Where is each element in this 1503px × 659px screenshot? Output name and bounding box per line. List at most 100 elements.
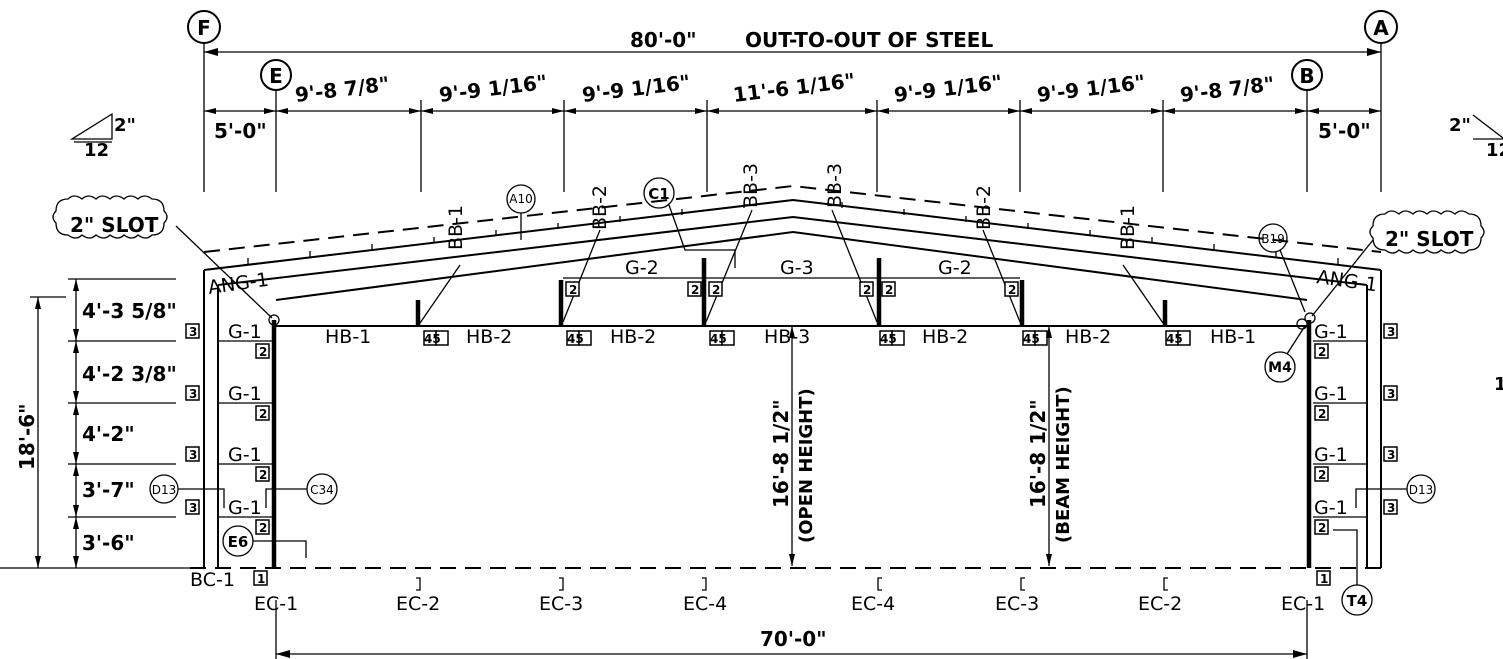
detail-callout-d13-left: D13 [149, 474, 225, 508]
svg-text:A10: A10 [509, 192, 532, 206]
svg-text:A: A [1373, 16, 1389, 40]
svg-text:2": 2" [1449, 115, 1471, 136]
brace-label-2: BB-2 [589, 185, 611, 230]
slope-symbol-left: 2" 12 [69, 112, 136, 161]
svg-text:45: 45 [880, 332, 897, 346]
bottom-dimension: 70'-0" [275, 600, 1308, 659]
grid-bubble-e: E [260, 59, 292, 91]
svg-text:3: 3 [1387, 448, 1395, 462]
bay-dim-1: 9'-8 7/8" [294, 72, 391, 107]
beam-height-dimension: 16'-8 1/2" (BEAM HEIGHT) [1026, 326, 1074, 566]
column-label-5: EC-4 [851, 593, 895, 615]
header-label-4: HB-3 [764, 326, 810, 348]
svg-text:16'-8 1/2": 16'-8 1/2" [1026, 399, 1050, 508]
svg-text:2: 2 [1318, 407, 1326, 421]
detail-callout-c34: C34 [265, 473, 338, 508]
svg-text:F: F [197, 16, 211, 40]
bay-dimension-line [204, 100, 1381, 192]
beam-label-g3: G-3 [780, 257, 814, 279]
svg-text:3: 3 [1387, 325, 1395, 339]
slot-callout-right: 2" SLOT [1304, 210, 1485, 324]
girt-label-r3: G-1 [1314, 444, 1348, 466]
header-label-2: HB-2 [466, 326, 512, 348]
detail-callout-b19: B19 [1258, 223, 1306, 313]
girt-spacing-3: 4'-2" [82, 422, 135, 446]
svg-text:45: 45 [710, 332, 727, 346]
svg-text:T4: T4 [1347, 592, 1368, 610]
column-label-4: EC-4 [683, 593, 727, 615]
svg-text:18'-6": 18'-6" [15, 403, 39, 470]
column-label-3: EC-3 [539, 593, 583, 615]
svg-text:45: 45 [1166, 332, 1183, 346]
girt-spacing-4: 3'-7" [82, 478, 135, 502]
svg-text:3: 3 [189, 448, 197, 462]
detail-callout-a10: A10 [506, 184, 536, 240]
girts-right [1313, 340, 1367, 518]
svg-text:2: 2 [569, 283, 577, 297]
header-label-7: HB-1 [1210, 326, 1256, 348]
svg-text:B: B [1299, 64, 1314, 88]
bay-dim-2: 9'-9 1/16" [438, 70, 549, 107]
mark-1-left: 1 [257, 572, 265, 586]
svg-text:3: 3 [1387, 501, 1395, 515]
girts-left [218, 340, 272, 518]
svg-text:2": 2" [114, 115, 136, 136]
right-column [1366, 270, 1382, 568]
mark-45-group: 45 45 45 45 45 45 [423, 330, 1191, 346]
braces [419, 209, 1164, 324]
overall-dimension: 80'-0" OUT-TO-OUT OF STEEL [204, 28, 1381, 56]
svg-text:3: 3 [189, 325, 197, 339]
svg-text:(OPEN HEIGHT): (OPEN HEIGHT) [796, 388, 817, 543]
girt-label-l2: G-1 [228, 383, 262, 405]
total-height-dimension: 18'-6" [15, 296, 66, 568]
svg-text:(BEAM HEIGHT): (BEAM HEIGHT) [1053, 386, 1074, 543]
mark-1-right: 1 [1320, 572, 1328, 586]
svg-text:3: 3 [189, 501, 197, 515]
left-column [203, 270, 219, 568]
end-offset-left: 5'-0" [214, 119, 267, 143]
angle-label-right: ANG-1 [1315, 266, 1378, 296]
detail-callout-e6: E6 [222, 525, 307, 558]
svg-text:2: 2 [259, 345, 267, 359]
svg-text:D13: D13 [1409, 483, 1434, 497]
svg-text:2: 2 [259, 521, 267, 535]
bay-dim-6: 9'-9 1/16" [1036, 70, 1147, 107]
detail-callout-c1: C1 [643, 177, 736, 268]
angle-label-left: ANG-1 [207, 269, 270, 299]
svg-text:3: 3 [1387, 387, 1395, 401]
svg-text:2: 2 [1318, 468, 1326, 482]
end-offset-right: 5'-0" [1318, 119, 1371, 143]
column-label-2: EC-2 [396, 593, 440, 615]
svg-text:80'-0": 80'-0" [630, 28, 697, 52]
svg-text:E6: E6 [228, 533, 249, 551]
beam-label-g2-right: G-2 [938, 257, 972, 279]
svg-text:45: 45 [424, 332, 441, 346]
svg-text:2: 2 [863, 283, 871, 297]
svg-text:M4: M4 [1268, 360, 1292, 376]
svg-text:E: E [269, 64, 283, 88]
header-label-1: HB-1 [325, 326, 371, 348]
detail-callout-d13-right: D13 [1355, 474, 1436, 508]
girt-label-l4: G-1 [228, 497, 262, 519]
svg-text:12: 12 [84, 140, 109, 161]
slope-symbol-right: 2" 12 [1449, 114, 1503, 161]
svg-text:2: 2 [1318, 521, 1326, 535]
header-label-5: HB-2 [922, 326, 968, 348]
interior-beam [275, 230, 1308, 301]
header-label-6: HB-2 [1065, 326, 1111, 348]
svg-text:45: 45 [1023, 332, 1040, 346]
svg-text:2: 2 [1008, 283, 1016, 297]
svg-text:2" SLOT: 2" SLOT [70, 213, 159, 237]
rafter [203, 184, 1382, 286]
girt-spacing-2: 4'-2 3/8" [82, 362, 177, 386]
grid-bubble-f: F [187, 10, 221, 44]
bay-dim-5: 9'-9 1/16" [893, 70, 1004, 107]
brace-label-3: BB-3 [740, 163, 762, 208]
bay-dim-4: 11'-6 1/16" [732, 68, 857, 107]
svg-text:2: 2 [259, 407, 267, 421]
svg-text:D13: D13 [152, 483, 177, 497]
svg-text:12: 12 [1486, 140, 1503, 161]
girt-spacing-5: 3'-6" [82, 531, 135, 555]
header-label-3: HB-2 [610, 326, 656, 348]
column-label-7: EC-2 [1138, 593, 1182, 615]
